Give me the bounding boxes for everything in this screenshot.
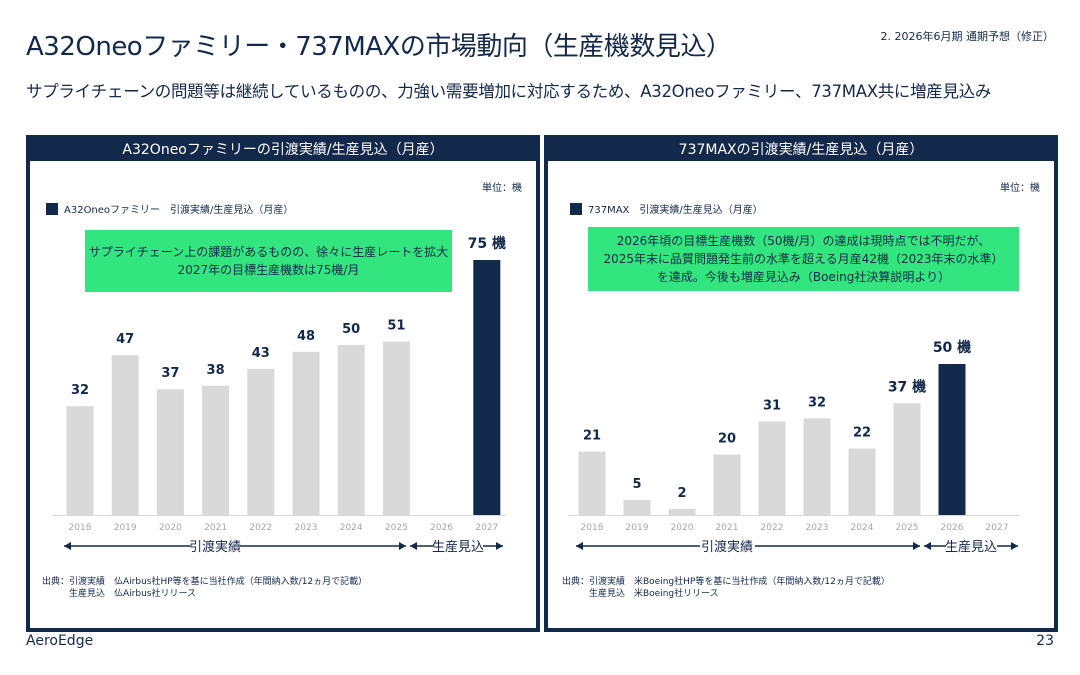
source-note: 出典：引渡実績 米Boeing社HP等を基に当社作成（年間納入数/12ヵ月で記載… bbox=[562, 577, 890, 599]
chart-legend: A32Oneoファミリー 引渡実績/生産見込（月産） bbox=[46, 201, 293, 216]
legend-swatch bbox=[46, 202, 58, 215]
annotation-box: サプライチェーン上の課題があるものの、徐々に生産レートを拡大 2027年の目標生… bbox=[85, 230, 452, 292]
brand-logo-text: AeroEdge bbox=[26, 633, 94, 649]
annotation-box: 2026年頃の目標生産機数（50機/月）の達成は現時点では不明だが、 2025年… bbox=[588, 227, 1019, 291]
page-title: A32Oneoファミリー・737MAXの市場動向（生産機数見込） bbox=[26, 32, 732, 62]
legend-label: 737MAX 引渡実績/生産見込（月産） bbox=[588, 205, 763, 216]
page-number: 23 bbox=[1036, 633, 1054, 649]
page-subtitle: サプライチェーンの問題等は継続しているものの、力強い需要増加に対応するため、A3… bbox=[26, 82, 992, 101]
panel-heading: 737MAXの引渡実績/生産見込（月産） bbox=[548, 139, 1054, 161]
chart-legend: 737MAX 引渡実績/生産見込（月産） bbox=[570, 201, 763, 216]
a320neo-panel: A32Oneoファミリーの引渡実績/生産見込（月産） 単位：機 A32Oneoフ… bbox=[26, 135, 540, 632]
737max-panel: 737MAXの引渡実績/生産見込（月産） 単位：機 737MAX 引渡実績/生産… bbox=[544, 135, 1058, 632]
unit-label: 単位：機 bbox=[1000, 183, 1040, 194]
section-label: 2. 2026年6月期 通期予想（修正） bbox=[880, 30, 1054, 43]
legend-swatch bbox=[570, 202, 582, 215]
panel-heading: A32Oneoファミリーの引渡実績/生産見込（月産） bbox=[30, 139, 536, 161]
source-note: 出典：引渡実績 仏Airbus社HP等を基に当社作成（年間納入数/12ヵ月で記載… bbox=[42, 577, 368, 599]
legend-label: A32Oneoファミリー 引渡実績/生産見込（月産） bbox=[64, 205, 294, 216]
unit-label: 単位：機 bbox=[482, 183, 522, 194]
